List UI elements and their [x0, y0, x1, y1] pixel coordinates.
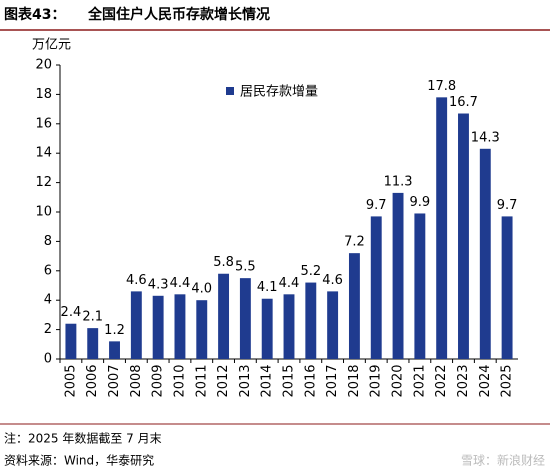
watermark: 雪球：新浪财经: [461, 453, 545, 468]
value-label: 5.8: [213, 255, 234, 270]
value-label: 4.6: [322, 273, 343, 288]
value-label: 4.4: [279, 276, 300, 291]
x-tick-label: 2007: [107, 364, 122, 397]
bar: [87, 328, 99, 359]
x-tick-label: 2012: [216, 364, 231, 397]
x-tick-label: 2011: [194, 364, 209, 397]
x-tick-label: 2018: [347, 364, 362, 397]
bar: [130, 291, 142, 359]
bar: [370, 216, 382, 359]
bar: [436, 97, 448, 359]
y-unit: 万亿元: [32, 38, 71, 53]
bar: [174, 294, 186, 359]
y-tick-label: 2: [44, 322, 52, 337]
x-tick-label: 2008: [129, 364, 144, 397]
x-tick-label: 2017: [325, 364, 340, 397]
bar: [283, 294, 295, 359]
x-tick-label: 2025: [500, 364, 515, 397]
y-tick-label: 16: [35, 116, 52, 131]
bar: [196, 300, 208, 359]
value-label: 4.0: [191, 282, 212, 297]
x-tick-label: 2013: [238, 364, 253, 397]
value-label: 5.5: [235, 260, 256, 275]
x-tick-label: 2009: [151, 364, 166, 397]
bar: [109, 341, 120, 359]
bar: [501, 216, 513, 359]
value-label: 14.3: [471, 130, 500, 145]
x-tick-label: 2010: [172, 364, 187, 397]
bar: [458, 113, 469, 359]
y-tick-label: 10: [35, 205, 52, 220]
y-tick-label: 8: [44, 234, 52, 249]
value-label: 2.4: [61, 305, 82, 320]
value-label: 7.2: [344, 235, 365, 250]
y-tick-label: 4: [44, 293, 52, 308]
x-tick-label: 2020: [391, 364, 406, 397]
x-tick-label: 2022: [434, 364, 449, 397]
value-label: 2.1: [82, 310, 103, 325]
x-tick-label: 2023: [456, 364, 471, 397]
x-tick-label: 2006: [85, 364, 100, 397]
bar: [348, 253, 360, 359]
legend-label: 居民存款增量: [240, 85, 318, 100]
chart-title: 全国住户人民币存款增长情况: [87, 6, 270, 23]
y-tick-label: 18: [35, 87, 52, 102]
legend-swatch: [226, 87, 234, 95]
y-tick-label: 20: [35, 58, 52, 73]
y-tick-label: 0: [44, 352, 52, 367]
y-tick-label: 12: [35, 175, 52, 190]
bar: [305, 282, 317, 359]
bar: [392, 192, 404, 359]
value-label: 4.6: [126, 273, 147, 288]
x-tick-label: 2019: [369, 364, 384, 397]
value-label: 4.3: [148, 277, 169, 292]
y-tick-label: 14: [35, 146, 52, 161]
x-tick-label: 2024: [478, 364, 493, 397]
title-prefix: 图表43：: [4, 6, 65, 23]
value-label: 9.7: [366, 198, 387, 213]
note: 注：2025 年数据截至 7 月末: [4, 431, 162, 446]
bar: [239, 278, 251, 359]
bar: [152, 295, 164, 359]
source: 资料来源：Wind，华泰研究: [4, 453, 154, 468]
y-tick-label: 6: [44, 263, 52, 278]
value-label: 16.7: [449, 95, 478, 110]
value-label: 4.1: [257, 280, 278, 295]
x-tick-label: 2015: [282, 364, 297, 397]
bar: [414, 213, 426, 359]
bar: [218, 273, 230, 359]
value-label: 5.2: [300, 264, 321, 279]
bar: [65, 323, 77, 359]
value-label: 11.3: [384, 174, 413, 189]
bar: [327, 291, 339, 359]
x-tick-label: 2005: [63, 364, 78, 397]
bar: [261, 298, 273, 359]
value-label: 17.8: [427, 79, 456, 94]
x-tick-label: 2014: [260, 364, 275, 397]
value-label: 1.2: [104, 323, 125, 338]
value-label: 9.7: [497, 198, 518, 213]
value-label: 4.4: [170, 276, 191, 291]
bar: [479, 148, 491, 359]
x-tick-label: 2021: [412, 364, 427, 397]
x-tick-label: 2016: [303, 364, 318, 397]
value-label: 9.9: [410, 195, 431, 210]
